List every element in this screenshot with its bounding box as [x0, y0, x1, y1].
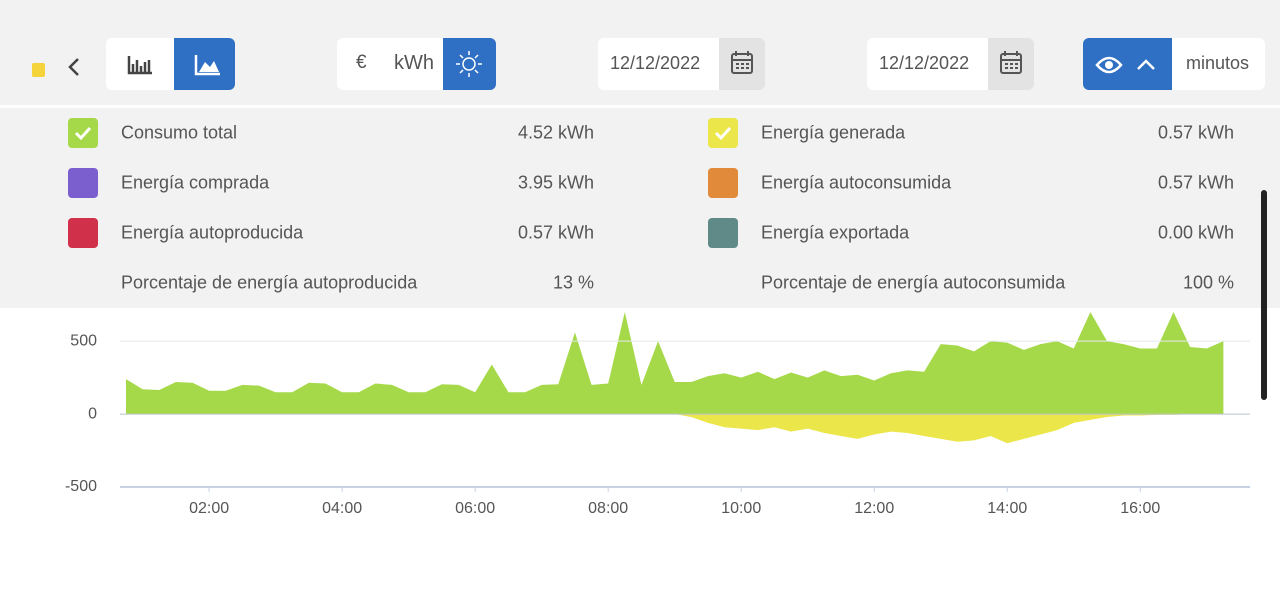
legend-label: Energía generada — [761, 122, 906, 143]
view-group: minutos — [1083, 38, 1265, 90]
calendar-button[interactable] — [719, 38, 765, 90]
x-tick-label: 10:00 — [721, 500, 761, 517]
x-tick-label: 16:00 — [1120, 500, 1160, 517]
area-chart-button[interactable] — [174, 38, 235, 90]
back-button[interactable] — [62, 55, 86, 79]
x-tick-label: 06:00 — [455, 500, 495, 517]
date-from-text[interactable]: 12/12/2022 — [610, 53, 701, 73]
legend-swatch[interactable] — [68, 118, 98, 148]
percentage-label: Porcentaje de energía autoconsumida — [761, 272, 1066, 293]
unit-group: € kWh — [337, 38, 496, 90]
y-tick-label: -500 — [65, 478, 97, 495]
chart: -500 0 500 02:00 04:00 06:00 08:00 10:00 12:00 14… — [65, 312, 1250, 517]
interval-button[interactable]: minutos — [1186, 53, 1250, 73]
checkmark — [714, 126, 732, 141]
area — [125, 414, 1224, 444]
x-tick-label: 08:00 — [588, 500, 628, 517]
solar-button[interactable] — [443, 38, 496, 90]
x-tick-label: 12:00 — [854, 500, 894, 517]
legend-value: 4.52 kWh — [517, 122, 594, 143]
x-tick-label: 04:00 — [322, 500, 362, 517]
chart-type-group — [106, 38, 235, 90]
legend-value: 0.57 kWh — [1157, 122, 1234, 143]
legend-swatch[interactable] — [68, 168, 98, 198]
percentage-value: 100 % — [1182, 272, 1234, 293]
legend-label: Energía autoproducida — [121, 222, 304, 243]
legend-swatch[interactable] — [708, 118, 738, 148]
percentage-label: Porcentaje de energía autoproducida — [121, 272, 418, 293]
calendar-button[interactable] — [988, 38, 1034, 90]
legend-value: 0.57 kWh — [1157, 172, 1234, 193]
legend-value: 3.95 kWh — [517, 172, 594, 193]
currency-button[interactable]: € — [356, 52, 367, 73]
legend-panel — [0, 108, 1280, 308]
y-tick-label: 0 — [88, 405, 97, 422]
legend-value: 0.00 kWh — [1157, 222, 1234, 243]
bar-chart-button[interactable] — [106, 38, 174, 90]
percentage-value: 13 % — [552, 272, 594, 293]
date-to-text[interactable]: 12/12/2022 — [879, 53, 970, 73]
legend-swatch[interactable] — [708, 168, 738, 198]
x-tick-label: 14:00 — [987, 500, 1027, 517]
legend-swatch[interactable] — [68, 218, 98, 248]
area — [125, 312, 1224, 415]
legend-swatch[interactable] — [708, 218, 738, 248]
checkmark — [74, 126, 92, 141]
unit-button[interactable]: kWh — [394, 52, 434, 74]
status-icon — [32, 63, 45, 77]
date-from: 12/12/2022 — [598, 38, 765, 90]
legend-label: Consumo total — [121, 122, 238, 143]
date-to: 12/12/2022 — [867, 38, 1034, 90]
scrollbar — [1261, 190, 1267, 400]
y-tick-label: 500 — [70, 332, 97, 349]
legend-value: 0.57 kWh — [517, 222, 594, 243]
legend-label: Energía exportada — [761, 222, 910, 243]
visibility-toggle[interactable] — [1083, 38, 1172, 90]
legend-label: Energía autoconsumida — [761, 172, 952, 193]
legend-label: Energía comprada — [121, 172, 270, 193]
x-tick-label: 02:00 — [189, 500, 229, 517]
